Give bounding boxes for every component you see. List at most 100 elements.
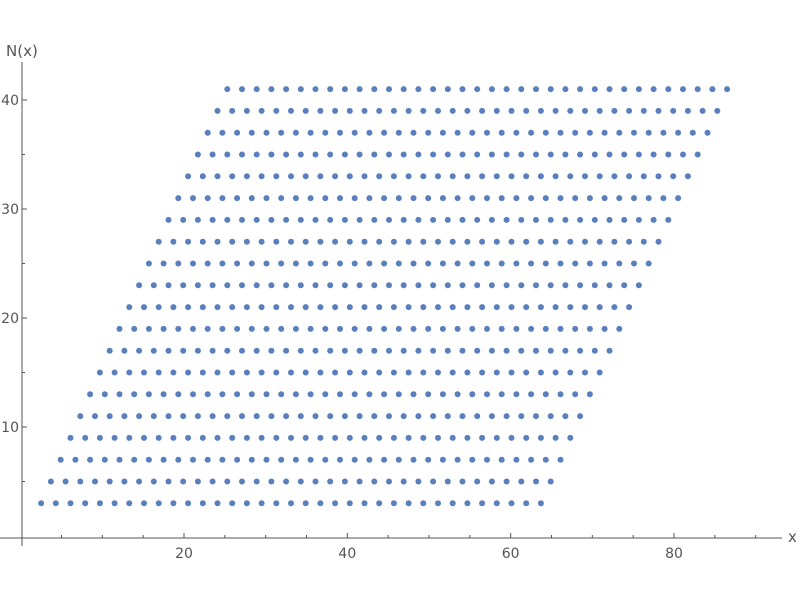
data-point	[106, 478, 113, 485]
data-point	[160, 325, 167, 332]
data-point	[214, 304, 221, 311]
data-point	[537, 107, 544, 114]
data-point	[533, 216, 539, 223]
data-point	[665, 216, 672, 223]
data-point	[675, 195, 682, 202]
data-point	[111, 434, 118, 441]
data-point	[268, 282, 275, 289]
data-point	[626, 304, 633, 311]
data-point	[640, 107, 647, 114]
data-point	[268, 216, 275, 223]
data-point	[577, 151, 584, 158]
data-point	[493, 238, 500, 245]
data-point	[577, 413, 584, 420]
data-point	[606, 151, 613, 158]
data-point	[209, 347, 216, 354]
data-point	[175, 456, 182, 463]
data-point	[410, 129, 417, 136]
data-point	[459, 478, 466, 485]
data-point	[405, 500, 412, 507]
data-point	[430, 282, 437, 289]
data-point	[680, 151, 686, 158]
data-point	[317, 369, 324, 376]
data-point	[670, 173, 677, 180]
data-point	[361, 500, 368, 507]
data-point	[258, 304, 265, 311]
data-point	[430, 216, 437, 223]
data-point	[430, 86, 437, 93]
data-point	[376, 434, 383, 441]
data-point	[562, 413, 569, 420]
data-point	[229, 500, 236, 507]
data-point	[224, 216, 231, 223]
data-point	[317, 304, 324, 311]
data-point	[518, 413, 525, 420]
data-point	[513, 391, 520, 398]
data-point	[229, 304, 236, 311]
data-point	[273, 304, 280, 311]
data-point	[170, 238, 177, 245]
data-point	[488, 86, 495, 93]
data-point	[136, 478, 143, 485]
data-point	[469, 391, 476, 398]
data-point	[47, 478, 54, 485]
data-point	[302, 173, 309, 180]
data-point	[258, 238, 265, 245]
data-point	[542, 129, 549, 136]
data-point	[464, 304, 471, 311]
data-point	[395, 391, 402, 398]
data-point	[239, 478, 245, 485]
data-point	[572, 391, 579, 398]
data-point	[214, 107, 221, 114]
data-point	[194, 151, 201, 158]
data-point	[405, 434, 412, 441]
data-point	[386, 347, 392, 354]
data-point	[518, 216, 525, 223]
data-point	[234, 195, 241, 202]
data-point	[606, 347, 613, 354]
data-point	[57, 456, 64, 463]
data-point	[591, 216, 598, 223]
data-point	[376, 238, 383, 245]
data-point	[435, 173, 441, 180]
data-point	[332, 304, 339, 311]
data-point	[136, 282, 143, 289]
data-point	[493, 304, 500, 311]
data-point	[317, 173, 324, 180]
data-point	[616, 260, 623, 267]
y-tick-label: 20	[1, 311, 19, 327]
data-point	[547, 478, 554, 485]
data-point	[145, 260, 152, 267]
data-point	[126, 500, 133, 507]
data-point	[459, 413, 466, 420]
data-point	[155, 238, 162, 245]
data-point	[131, 456, 138, 463]
data-point	[243, 238, 250, 245]
data-point	[209, 216, 216, 223]
data-point	[62, 478, 69, 485]
data-point	[180, 216, 187, 223]
data-point	[77, 413, 84, 420]
data-point	[204, 325, 211, 332]
data-point	[444, 216, 451, 223]
data-point	[547, 347, 554, 354]
data-point	[479, 173, 486, 180]
data-point	[234, 456, 241, 463]
data-point	[449, 369, 456, 376]
data-point	[253, 347, 260, 354]
data-point	[518, 478, 525, 485]
data-point	[381, 456, 388, 463]
data-point	[312, 347, 319, 354]
data-point	[209, 413, 216, 420]
data-point	[537, 238, 544, 245]
data-point	[341, 282, 348, 289]
data-point	[268, 478, 275, 485]
data-point	[258, 500, 265, 507]
data-point	[361, 173, 368, 180]
data-point	[464, 238, 471, 245]
data-point	[405, 107, 412, 114]
data-point	[523, 238, 530, 245]
data-point	[557, 129, 564, 136]
data-point	[239, 151, 245, 158]
